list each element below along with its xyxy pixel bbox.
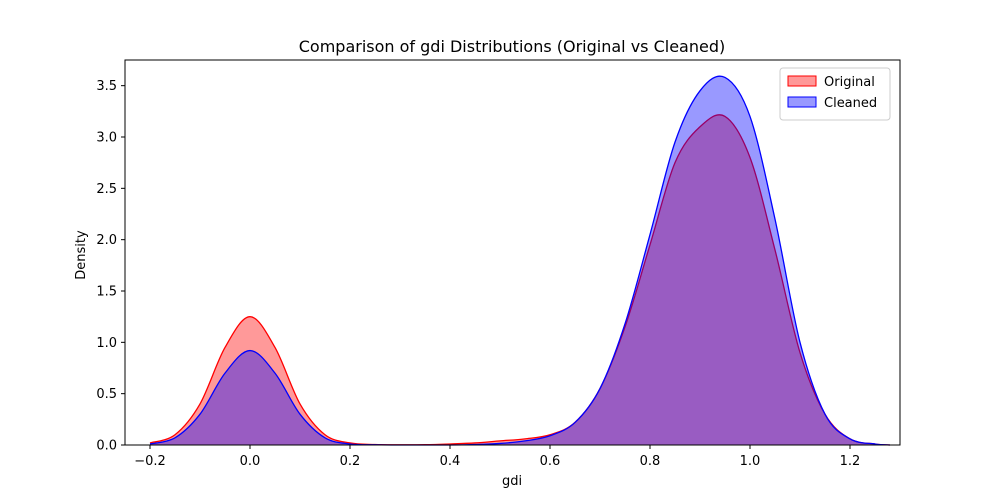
x-tick-label: 1.2: [840, 454, 861, 469]
y-tick-label: 1.0: [96, 336, 117, 351]
series-original-line: [149, 114, 891, 446]
y-axis: 0.0 0.5 1.0 1.5 2.0 2.5 3.0 3.5: [96, 79, 125, 454]
y-tick-label: 0.0: [96, 439, 117, 454]
chart-title: Comparison of gdi Distributions (Origina…: [299, 37, 725, 56]
x-tick-label: 0.4: [440, 454, 461, 469]
x-tick-label: 0.8: [640, 454, 661, 469]
y-tick-label: 3.0: [96, 131, 117, 146]
y-tick-label: 1.5: [96, 285, 117, 300]
x-tick-label: 0.2: [340, 454, 361, 469]
series-cleaned-area: [150, 76, 890, 446]
y-tick-label: 2.5: [96, 182, 117, 197]
plot-frame: [124, 59, 901, 446]
y-tick-label: 3.5: [96, 79, 117, 94]
y-axis-label: Density: [74, 230, 89, 280]
legend-swatch-cleaned: [787, 96, 817, 108]
x-axis-label: gdi: [502, 474, 522, 489]
y-tick-label: 0.5: [96, 387, 117, 402]
series-original-area: [150, 114, 890, 446]
legend-label-original: Original: [824, 75, 875, 90]
x-tick-label: 0.0: [240, 454, 261, 469]
legend-swatch-original: [787, 75, 817, 87]
x-tick-label: 1.0: [740, 454, 761, 469]
legend-label-cleaned: Cleaned: [824, 96, 877, 111]
x-tick-label: 0.6: [540, 454, 561, 469]
x-tick-label: −0.2: [134, 454, 166, 469]
y-tick-label: 2.0: [96, 233, 117, 248]
series-cleaned-line: [149, 75, 891, 446]
x-axis: −0.2 0.0 0.2 0.4 0.6 0.8 1.0 1.2: [134, 445, 860, 469]
legend: Original Cleaned: [779, 67, 891, 121]
series-layer: [149, 75, 891, 446]
